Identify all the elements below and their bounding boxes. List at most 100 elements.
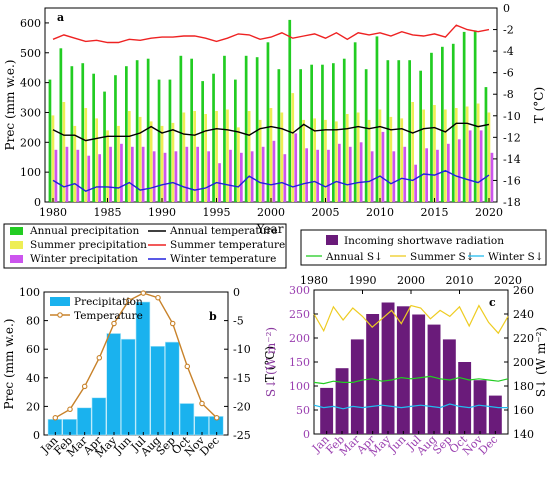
y-tick-label-right: -2 <box>503 24 514 37</box>
bar-summer-precipitation <box>215 111 218 202</box>
bar-annual-precipitation <box>462 31 466 203</box>
bar-incoming-shortwave <box>350 339 364 434</box>
y-tick-label-right: 180 <box>513 380 534 393</box>
bar-annual-precipitation <box>451 43 455 202</box>
bar-winter-precipitation <box>490 152 494 202</box>
bar-summer-precipitation <box>149 121 153 202</box>
bar-annual-precipitation <box>310 64 313 202</box>
bar-annual-precipitation <box>473 30 477 203</box>
bar-annual-precipitation <box>157 79 161 202</box>
bar-annual-precipitation <box>299 69 302 202</box>
bar-winter-precipitation <box>87 155 91 202</box>
bar-winter-precipitation <box>468 130 472 202</box>
legend-swatch <box>326 235 338 245</box>
y-tick-label-left: 40 <box>26 372 40 385</box>
temperature-marker <box>199 400 205 407</box>
line-winter-s- <box>313 403 508 410</box>
bar-summer-precipitation <box>84 108 88 202</box>
line-summer-s- <box>313 304 509 335</box>
legend-swatch <box>10 241 23 249</box>
bar-annual-precipitation <box>168 79 172 202</box>
bar-winter-precipitation <box>305 148 308 202</box>
bar-summer-precipitation <box>280 112 284 202</box>
bar-winter-precipitation <box>457 139 461 202</box>
bar-summer-precipitation <box>487 112 491 202</box>
bar-winter-precipitation <box>65 146 69 202</box>
legend-marker <box>57 312 63 318</box>
bar-winter-precipitation <box>141 146 145 202</box>
bar-summer-precipitation <box>73 125 77 202</box>
panel-a: a Year Prec (mm w.e.) T (°C) 1980 1985 199… <box>3 2 546 236</box>
legend-swatch <box>50 297 70 306</box>
y-tick-label-left: 0 <box>33 429 40 442</box>
y-tick-label-right: 220 <box>513 332 534 345</box>
panel-c-marks: JanFebMarAprMayJunJulAugSepOctNovDec1980… <box>289 274 534 459</box>
bar-summer-precipitation <box>62 102 66 202</box>
bar-annual-precipitation <box>397 60 401 203</box>
bar-winter-precipitation <box>131 146 134 202</box>
bar-incoming-shortwave <box>442 339 456 434</box>
bar-incoming-shortwave <box>366 314 380 434</box>
bar-summer-precipitation <box>411 102 414 202</box>
bar-summer-precipitation <box>204 114 207 202</box>
y-tick-label-left: 0 <box>34 196 41 209</box>
bar-winter-precipitation <box>283 154 287 202</box>
bar-incoming-shortwave <box>473 380 487 434</box>
bar-winter-precipitation <box>370 151 374 202</box>
bar-summer-precipitation <box>193 111 196 202</box>
panel-a-xlabel: Year <box>256 222 284 236</box>
y-tick-label-left: 50 <box>296 404 310 417</box>
legend-label: Annual temperature <box>169 225 278 237</box>
bar-winter-precipitation <box>76 149 80 202</box>
bar-winter-precipitation <box>250 151 254 202</box>
panel-a-label: a <box>57 11 64 24</box>
y-tick-label-right: -15 <box>233 372 251 385</box>
bar-winter-precipitation <box>425 148 428 202</box>
bar-winter-precipitation <box>152 151 156 202</box>
bar-winter-precipitation <box>327 149 330 202</box>
y-tick-label-left: 200 <box>289 332 310 345</box>
temperature-marker <box>213 415 220 421</box>
bar-winter-precipitation <box>229 149 232 202</box>
bar-winter-precipitation <box>348 146 352 202</box>
bar-annual-precipitation <box>234 79 237 202</box>
y-tick-label-right: -12 <box>503 131 521 144</box>
bar-summer-precipitation <box>269 108 273 202</box>
y-tick-label-right: 240 <box>513 308 534 321</box>
bar-annual-precipitation <box>419 70 422 202</box>
temperature-marker <box>67 406 73 413</box>
bar-summer-precipitation <box>302 119 305 202</box>
bar-summer-precipitation <box>400 118 404 202</box>
line-summer-temperature <box>52 24 490 44</box>
bar-annual-precipitation <box>70 66 74 202</box>
bar-precipitation <box>121 338 136 436</box>
bar-summer-precipitation <box>182 112 186 202</box>
bar-incoming-shortwave <box>320 387 334 434</box>
bar-winter-precipitation <box>414 164 417 202</box>
legend-label: Summer precipitation <box>30 239 147 251</box>
bar-winter-precipitation <box>120 143 123 202</box>
bar-winter-precipitation <box>196 146 199 202</box>
bar-annual-precipitation <box>277 69 281 202</box>
bar-winter-precipitation <box>54 149 58 202</box>
bar-summer-precipitation <box>422 109 425 202</box>
y-tick-label-left: 60 <box>26 343 40 356</box>
bar-summer-precipitation <box>291 93 295 202</box>
temperature-marker <box>96 355 103 361</box>
bar-winter-precipitation <box>403 146 407 202</box>
bar-precipitation <box>106 333 121 436</box>
top-tick-label: 2020 <box>494 274 522 287</box>
x-tick-label: 1990 <box>148 206 176 219</box>
y-tick-label-left: 400 <box>20 77 41 90</box>
x-tick-label: 1995 <box>203 206 231 219</box>
y-tick-label-left: 20 <box>26 400 40 413</box>
bar-incoming-shortwave <box>335 368 349 434</box>
bar-winter-precipitation <box>338 143 341 202</box>
temperature-marker <box>140 290 147 296</box>
panel-a-legend-box <box>3 223 287 269</box>
bar-annual-precipitation <box>92 73 95 202</box>
y-tick-label-left: 0 <box>303 428 310 441</box>
bar-precipitation <box>179 403 195 436</box>
bar-summer-precipitation <box>444 109 447 202</box>
y-tick-label-right: -18 <box>503 196 521 209</box>
